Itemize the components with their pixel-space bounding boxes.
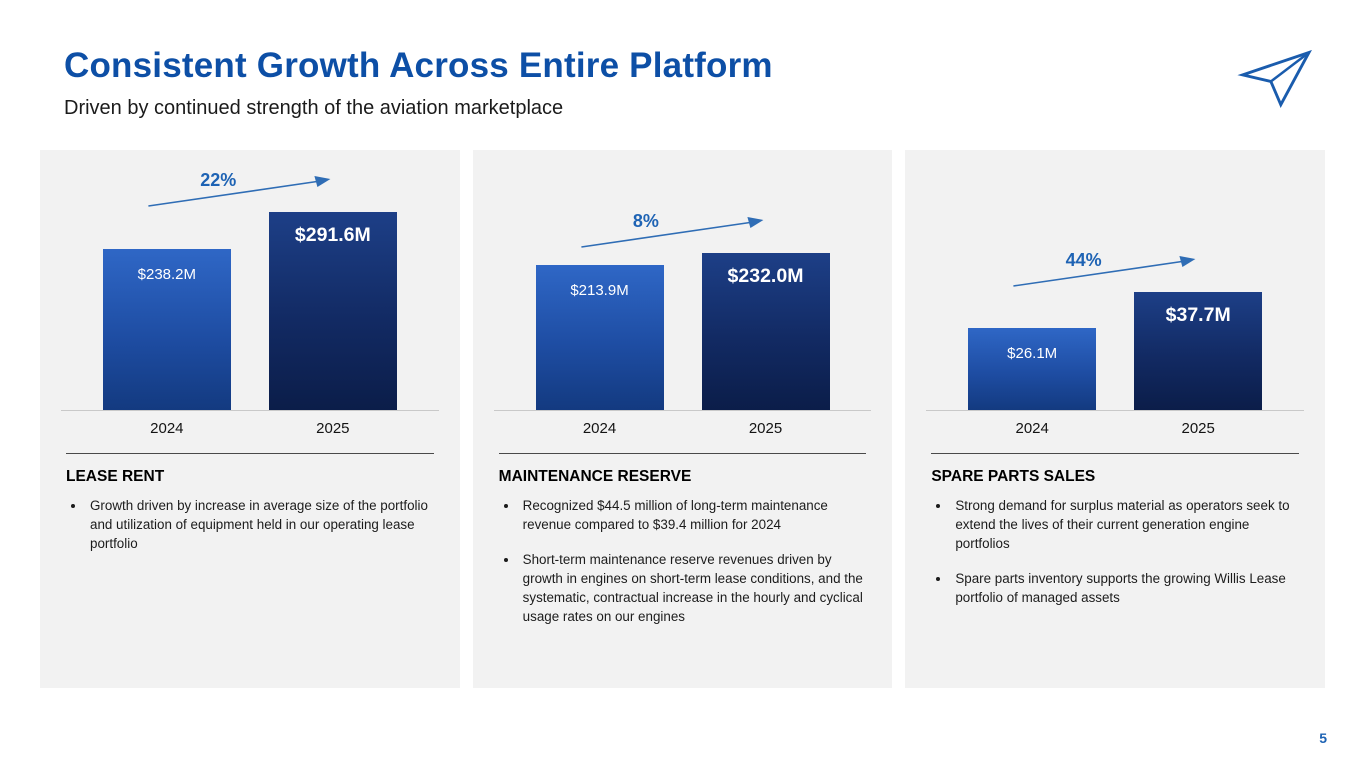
bullet-item: Growth driven by increase in average siz… — [86, 496, 434, 553]
panel-lease-rent: 22% $238.2M $291.6M 2024 2025 LEASE RENT… — [40, 150, 460, 688]
x-axis-label-2025: 2025 — [748, 420, 783, 437]
divider — [931, 453, 1300, 454]
panel-heading: LEASE RENT — [66, 468, 165, 485]
bar-chart-spare-parts-sales: 44% $26.1M $37.7M 2024 2025 — [905, 150, 1325, 437]
bar-chart-maintenance-reserve: 8% $213.9M $232.0M 2024 2025 — [473, 150, 893, 437]
bar-2025: $291.6M — [268, 212, 397, 410]
x-axis-label-2024: 2024 — [1015, 420, 1049, 437]
bar-2025: $37.7M — [1134, 292, 1263, 410]
panel-heading: MAINTENANCE RESERVE — [498, 468, 692, 485]
bullet-item: Spare parts inventory supports the growi… — [951, 569, 1299, 607]
growth-percent-label: 22% — [200, 170, 237, 190]
bar-2025: $232.0M — [701, 253, 830, 410]
bar-chart-lease-rent: 22% $238.2M $291.6M 2024 2025 — [40, 150, 460, 437]
chart-baseline — [926, 410, 1305, 411]
x-axis-label-2024: 2024 — [582, 420, 617, 437]
divider — [66, 453, 434, 454]
bar-value-label: $37.7M — [1165, 304, 1231, 326]
page-number: 5 — [1319, 730, 1327, 746]
bar-value-label: $238.2M — [137, 266, 197, 283]
x-axis-labels: 2024 2025 — [473, 420, 893, 437]
logo-paper-plane-icon — [1237, 50, 1312, 108]
chart-baseline — [60, 410, 439, 411]
panel-maintenance-reserve: 8% $213.9M $232.0M 2024 2025 MAINTENANCE… — [472, 150, 893, 688]
bars-spare-parts-sales: 44% $26.1M $37.7M — [905, 200, 1325, 410]
growth-annotation: 8% — [563, 211, 793, 251]
chart-baseline — [493, 410, 872, 411]
bar-value-label: $213.9M — [570, 282, 629, 299]
bar-2024: $213.9M — [535, 265, 664, 410]
growth-percent-label: 8% — [632, 211, 659, 231]
panel-body: SPARE PARTS SALES Strong demand for surp… — [905, 453, 1325, 607]
growth-arrow-icon — [1013, 256, 1196, 287]
bar-value-label: $291.6M — [294, 224, 371, 246]
bullet-item: Strong demand for surplus material as op… — [951, 496, 1299, 553]
growth-annotation: 44% — [996, 250, 1226, 290]
bar-2024: $238.2M — [102, 249, 231, 410]
bar-2024: $26.1M — [968, 328, 1097, 410]
x-axis-labels: 2024 2025 — [905, 420, 1325, 437]
x-axis-labels: 2024 2025 — [40, 420, 460, 437]
x-axis-label-2024: 2024 — [150, 420, 184, 437]
bars-lease-rent: 22% $238.2M $291.6M — [40, 170, 460, 410]
panel-spare-parts-sales: 44% $26.1M $37.7M 2024 2025 SPARE PARTS … — [905, 150, 1326, 688]
growth-annotation: 22% — [130, 170, 360, 210]
page-subtitle: Driven by continued strength of the avia… — [64, 97, 564, 119]
growth-arrow-icon — [580, 217, 763, 248]
growth-arrow-icon — [148, 176, 331, 207]
bullet-list: Recognized $44.5 million of long-term ma… — [499, 496, 867, 626]
divider — [498, 453, 867, 454]
bullet-item: Short-term maintenance reserve revenues … — [519, 550, 867, 626]
growth-percent-label: 44% — [1065, 250, 1102, 270]
x-axis-label-2025: 2025 — [1181, 420, 1215, 437]
panel-body: LEASE RENT Growth driven by increase in … — [40, 453, 460, 553]
panel-heading: SPARE PARTS SALES — [931, 468, 1096, 485]
panels-container: 22% $238.2M $291.6M 2024 2025 LEASE RENT… — [40, 150, 1326, 688]
bars-maintenance-reserve: 8% $213.9M $232.0M — [473, 200, 893, 410]
bullet-list: Growth driven by increase in average siz… — [66, 496, 434, 553]
page-title: Consistent Growth Across Entire Platform — [64, 46, 773, 85]
bar-value-label: $232.0M — [727, 265, 804, 287]
bar-value-label: $26.1M — [1007, 345, 1058, 362]
bullet-list: Strong demand for surplus material as op… — [931, 496, 1299, 607]
panel-body: MAINTENANCE RESERVE Recognized $44.5 mil… — [473, 453, 893, 626]
x-axis-label-2025: 2025 — [316, 420, 350, 437]
slide-header: Consistent Growth Across Entire Platform… — [0, 0, 1365, 120]
bullet-item: Recognized $44.5 million of long-term ma… — [519, 496, 867, 534]
